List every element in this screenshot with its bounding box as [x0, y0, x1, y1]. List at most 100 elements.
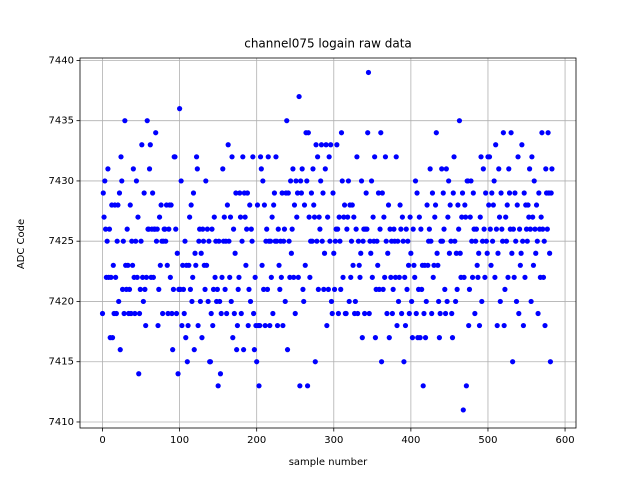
point [307, 274, 313, 280]
point [116, 190, 123, 196]
point [180, 262, 186, 268]
point [115, 202, 121, 208]
point [400, 238, 406, 244]
point [190, 274, 196, 280]
point [260, 178, 266, 184]
point [432, 214, 438, 220]
point [540, 274, 547, 280]
point [116, 298, 122, 305]
point [341, 214, 347, 220]
point [206, 238, 212, 244]
point [519, 142, 525, 148]
point [236, 274, 242, 280]
point [156, 214, 163, 220]
point [329, 310, 335, 317]
point [488, 262, 494, 268]
point [454, 286, 460, 293]
point [363, 190, 369, 196]
point [466, 286, 473, 293]
point [411, 262, 417, 268]
point [294, 214, 300, 220]
point [246, 286, 252, 293]
point [327, 238, 333, 244]
point [261, 286, 267, 293]
point [199, 335, 205, 341]
point [436, 335, 442, 341]
point [352, 298, 358, 305]
point [293, 178, 299, 184]
point [178, 178, 184, 184]
point [242, 214, 248, 220]
point [479, 298, 485, 305]
point [348, 238, 355, 244]
point [287, 274, 293, 280]
point [402, 274, 408, 280]
point [431, 262, 437, 268]
point [328, 142, 334, 148]
y-tick-label: 7410 [49, 417, 74, 428]
point [343, 310, 349, 317]
point [483, 238, 490, 244]
point [210, 286, 217, 293]
x-tick-label: 500 [478, 435, 497, 446]
point [286, 238, 292, 244]
point [429, 190, 436, 196]
point [482, 274, 488, 280]
point [238, 310, 244, 317]
point [233, 190, 239, 196]
point [127, 202, 133, 208]
point [203, 262, 210, 268]
point [229, 154, 235, 160]
chart-title: channel075 logain raw data [244, 37, 412, 51]
point [162, 226, 168, 232]
point [268, 274, 274, 280]
point [311, 202, 317, 208]
point [133, 178, 140, 184]
point [194, 166, 200, 172]
point [305, 130, 311, 136]
point [99, 310, 106, 317]
point [532, 226, 538, 232]
point [244, 190, 251, 196]
y-tick-label: 7435 [49, 116, 74, 127]
point [375, 262, 381, 268]
point [479, 238, 486, 244]
point [337, 238, 343, 244]
point [498, 190, 504, 196]
point [478, 154, 484, 160]
point [535, 310, 541, 317]
point [218, 310, 224, 317]
point [451, 154, 457, 160]
point [105, 166, 111, 172]
point [468, 178, 474, 184]
point [530, 262, 537, 268]
point [209, 226, 215, 232]
point [237, 190, 243, 196]
point [433, 130, 439, 136]
point [257, 154, 264, 160]
point [459, 214, 465, 220]
point [320, 190, 326, 196]
point [288, 178, 294, 184]
point [252, 274, 258, 280]
point [166, 226, 172, 232]
point [522, 274, 528, 280]
point [187, 214, 193, 220]
point [330, 190, 336, 196]
point [463, 383, 469, 389]
point [395, 298, 402, 305]
point [240, 347, 247, 353]
point [197, 298, 204, 305]
point [457, 250, 463, 256]
point [499, 226, 505, 232]
y-tick-label: 7415 [49, 357, 74, 368]
point [312, 359, 318, 365]
point [193, 154, 200, 160]
point [533, 250, 539, 256]
point [294, 190, 301, 196]
point [302, 262, 308, 268]
point [539, 130, 545, 136]
point [382, 154, 389, 160]
point [503, 238, 510, 244]
point [385, 202, 392, 208]
